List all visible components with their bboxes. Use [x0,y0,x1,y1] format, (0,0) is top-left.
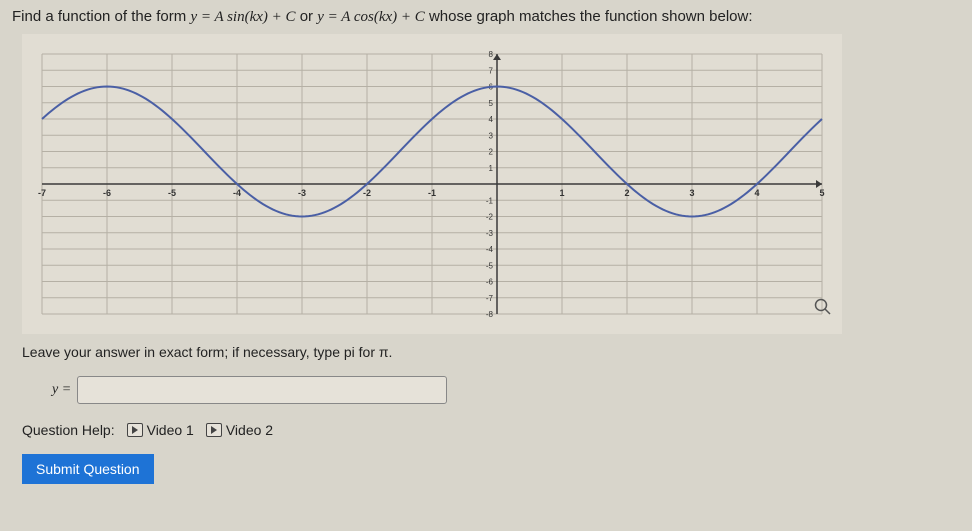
svg-text:-5: -5 [168,188,176,198]
prompt-eq2: y = A cos(kx) + C [317,9,425,25]
prompt-post: whose graph matches the function shown b… [429,8,753,25]
svg-text:-4: -4 [486,245,494,254]
play-icon [206,423,222,437]
magnify-icon[interactable] [814,298,832,320]
answer-label: y = [52,382,71,398]
svg-text:-7: -7 [38,188,46,198]
svg-text:-2: -2 [486,213,494,222]
svg-text:-2: -2 [363,188,371,198]
svg-text:2: 2 [489,148,494,157]
video2-link[interactable]: Video 2 [206,422,273,438]
prompt-pre: Find a function of the form [12,8,190,25]
question-help-row: Question Help: Video 1 Video 2 [22,422,960,438]
svg-text:-6: -6 [103,188,111,198]
video2-label: Video 2 [226,422,273,438]
submit-question-button[interactable]: Submit Question [22,454,154,484]
svg-text:-7: -7 [486,294,494,303]
prompt-eq1: y = A sin(kx) + C [190,9,295,25]
svg-text:1: 1 [489,164,494,173]
play-icon [127,423,143,437]
svg-text:-3: -3 [298,188,306,198]
video1-link[interactable]: Video 1 [127,422,194,438]
svg-text:5: 5 [819,188,824,198]
svg-text:-4: -4 [233,188,241,198]
video1-label: Video 1 [147,422,194,438]
svg-text:-3: -3 [486,229,494,238]
svg-text:-1: -1 [486,196,494,205]
svg-text:3: 3 [689,188,694,198]
answer-input[interactable] [77,376,447,404]
svg-text:-5: -5 [486,261,494,270]
function-graph: -7 -6 -5 -4 -3 -2 -1 1 2 3 4 5 -8 -7 -6 -5 -4 -3 -2 -1 1 2 3 4 5… [22,34,842,334]
question-prompt: Find a function of the form y = A sin(kx… [12,6,960,28]
svg-text:-8: -8 [486,310,494,319]
svg-text:4: 4 [754,188,759,198]
svg-text:1: 1 [559,188,564,198]
answer-row: y = [52,376,960,404]
svg-text:-6: -6 [486,278,494,287]
svg-text:4: 4 [489,115,494,124]
svg-text:3: 3 [489,131,494,140]
svg-text:7: 7 [489,66,494,75]
instruction-text: Leave your answer in exact form; if nece… [22,344,960,360]
svg-text:-1: -1 [428,188,436,198]
svg-text:2: 2 [624,188,629,198]
svg-text:5: 5 [489,99,494,108]
svg-text:8: 8 [489,50,494,59]
prompt-mid: or [300,8,318,25]
help-label: Question Help: [22,422,115,438]
